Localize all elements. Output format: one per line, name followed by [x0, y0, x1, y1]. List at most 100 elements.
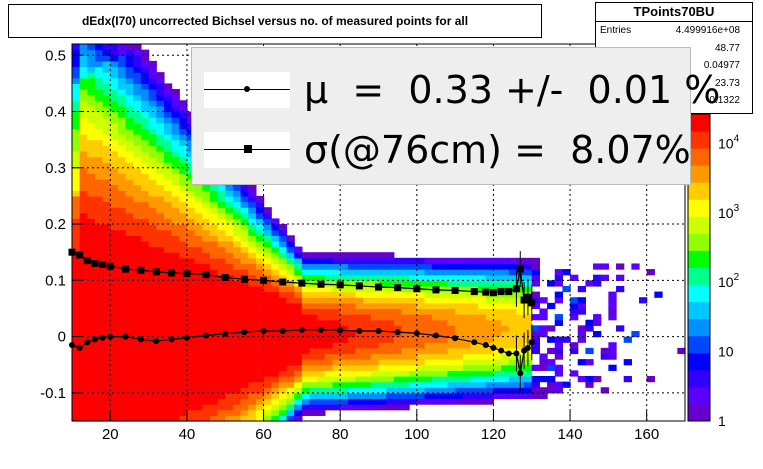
heatmap-cell	[232, 246, 242, 253]
heatmap-cell	[148, 280, 157, 287]
heatmap-cell	[87, 139, 96, 146]
heatmap-cell	[179, 184, 188, 191]
heatmap-cell	[94, 240, 104, 248]
heatmap-cell	[409, 381, 418, 388]
heatmap-cell	[102, 55, 111, 62]
heatmap-cell	[87, 404, 96, 411]
heatmap-cell	[140, 370, 150, 377]
heatmap-cell	[186, 269, 196, 276]
heatmap-cell	[493, 370, 502, 377]
heatmap-cell	[554, 342, 563, 349]
stats-name: TPoints70BU	[596, 3, 752, 22]
heatmap-cell	[263, 235, 272, 242]
heatmap-cell	[217, 291, 226, 298]
heatmap-cell	[317, 364, 326, 371]
heatmap-cell	[593, 314, 602, 321]
heatmap-cell	[79, 111, 88, 118]
heatmap-cell	[409, 274, 418, 281]
heatmap-cell	[271, 291, 280, 298]
heatmap-cell	[133, 257, 142, 265]
heatmap-cell	[278, 240, 288, 248]
heatmap-cell	[393, 359, 403, 366]
heatmap-cell	[102, 229, 111, 236]
data-point-sigma	[221, 274, 229, 282]
heatmap-cell	[386, 398, 395, 405]
heatmap-cell	[255, 409, 265, 416]
heatmap-cell	[501, 336, 510, 343]
heatmap-cell	[79, 269, 88, 276]
heatmap-cell	[347, 269, 357, 276]
heatmap-cell	[94, 66, 104, 73]
heatmap-cell	[148, 409, 157, 416]
heatmap-cell	[409, 269, 418, 276]
heatmap-cell	[447, 359, 456, 366]
color-scale-label: 10	[718, 344, 734, 360]
heatmap-cell	[110, 325, 119, 332]
heatmap-cell	[217, 325, 226, 332]
heatmap-cell	[386, 336, 395, 343]
heatmap-cell	[255, 347, 265, 355]
heatmap-cell	[140, 392, 150, 400]
heatmap-cell	[447, 325, 456, 332]
heatmap-cell	[317, 336, 326, 343]
heatmap-cell	[110, 207, 119, 214]
heatmap-cell	[294, 302, 303, 310]
heatmap-cell	[240, 387, 249, 394]
heatmap-cell	[217, 201, 226, 208]
heatmap-cell	[478, 269, 487, 276]
heatmap-cell	[309, 269, 318, 276]
heatmap-cell	[125, 263, 134, 270]
heatmap-cell	[148, 415, 157, 422]
heatmap-cell	[232, 319, 242, 326]
heatmap-cell	[140, 398, 150, 405]
heatmap-cell	[125, 89, 134, 96]
heatmap-cell	[294, 263, 303, 270]
heatmap-cell	[125, 156, 134, 163]
heatmap-cell	[202, 291, 211, 298]
heatmap-cell	[72, 274, 81, 281]
heatmap-cell	[163, 117, 173, 124]
heatmap-cell	[370, 302, 380, 310]
heatmap-cell	[317, 375, 326, 383]
heatmap-cell	[600, 347, 609, 355]
heatmap-cell	[133, 240, 142, 248]
heatmap-cell	[470, 302, 479, 310]
heatmap-cell	[485, 280, 495, 287]
heatmap-cell	[194, 314, 203, 321]
heatmap-cell	[255, 235, 265, 242]
heatmap-cell	[179, 336, 188, 343]
heatmap-cell	[186, 274, 196, 281]
x-tick-label: 60	[255, 426, 272, 443]
heatmap-cell	[455, 297, 464, 304]
heatmap-cell	[485, 347, 495, 355]
heatmap-cell	[462, 370, 472, 377]
heatmap-cell	[110, 111, 119, 118]
heatmap-cell	[516, 330, 525, 338]
heatmap-cell	[133, 387, 142, 394]
heatmap-cell	[485, 375, 495, 383]
heatmap-cell	[278, 336, 288, 343]
heatmap-cell	[110, 240, 119, 248]
heatmap-cell	[156, 308, 165, 315]
heatmap-cell	[554, 370, 563, 377]
heatmap-cell	[401, 370, 410, 377]
stats-value-row: 48.77	[596, 40, 752, 58]
heatmap-cell	[79, 167, 88, 175]
heatmap-cell	[447, 314, 456, 321]
heatmap-cell	[94, 184, 104, 191]
heatmap-cell	[148, 111, 157, 118]
heatmap-cell	[202, 359, 211, 366]
data-point-sigma	[240, 275, 248, 283]
heatmap-cell	[79, 162, 88, 169]
heatmap-cell	[186, 224, 196, 231]
heatmap-cell	[140, 280, 150, 287]
heatmap-cell	[608, 347, 617, 355]
heatmap-cell	[171, 201, 180, 208]
heatmap-cell	[401, 325, 410, 332]
heatmap-cell	[102, 240, 111, 248]
heatmap-cell	[401, 347, 410, 355]
heatmap-cell	[133, 325, 142, 332]
heatmap-cell	[240, 302, 249, 310]
heatmap-cell	[171, 207, 180, 214]
heatmap-cell	[102, 173, 111, 180]
